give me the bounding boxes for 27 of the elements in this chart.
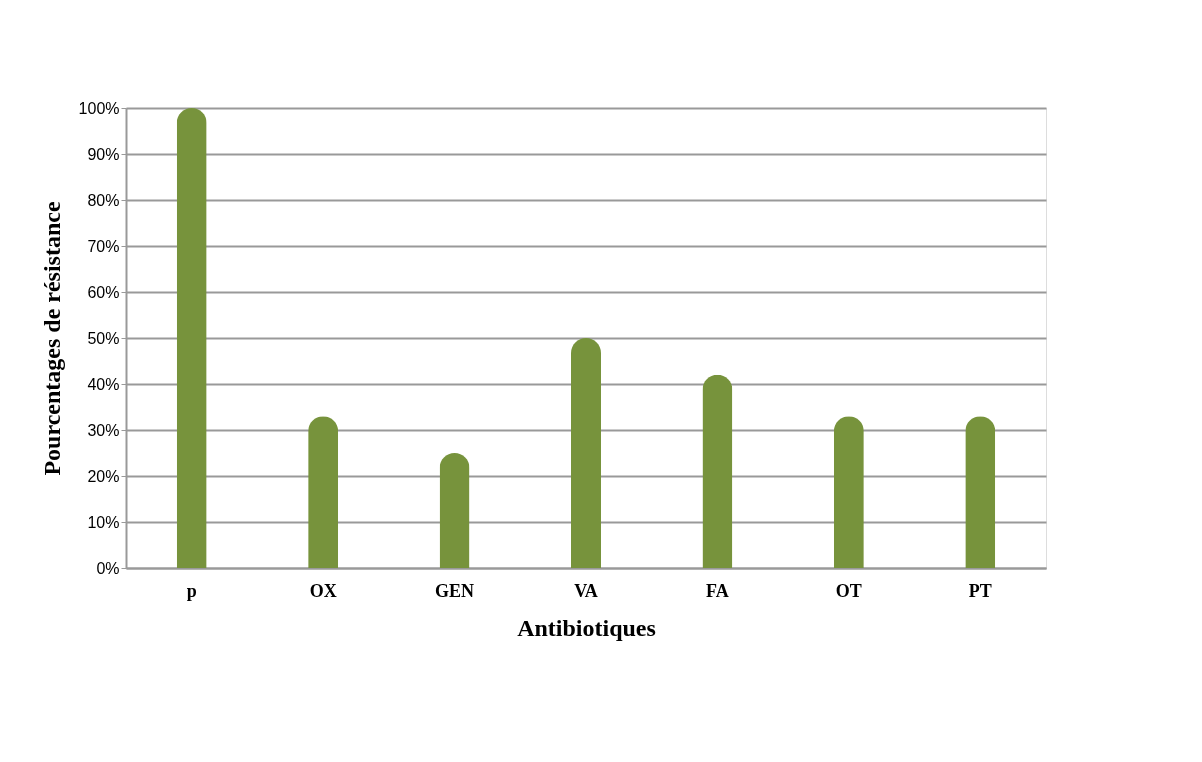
bar [833, 416, 864, 568]
bar [702, 374, 733, 568]
y-tick-label: 100% [78, 99, 120, 117]
bar [965, 416, 996, 568]
x-axis-title: Antibiotiques [517, 614, 656, 641]
x-tick-label: FA [706, 580, 729, 601]
x-tick-label: OT [835, 580, 862, 601]
bar [571, 338, 601, 568]
y-tick-label: 10% [87, 513, 120, 531]
y-tick-label: 0% [96, 559, 120, 577]
y-tick-label: 40% [87, 375, 120, 393]
y-tick-label: 80% [87, 191, 120, 209]
bar [176, 108, 207, 568]
x-tick-label: GEN [435, 580, 475, 601]
y-tick-label: 30% [87, 421, 120, 439]
y-tick-label: 50% [87, 329, 120, 347]
y-tick-label: 70% [87, 237, 120, 255]
x-tick-label: OX [309, 580, 337, 601]
bar [439, 453, 470, 568]
x-tick-label: PT [968, 580, 992, 601]
x-tick-label: VA [574, 580, 598, 601]
y-axis-title: Pourcentages de résistance [38, 201, 65, 476]
bar [308, 416, 339, 568]
y-tick-label: 20% [87, 467, 120, 485]
y-tick-label: 60% [87, 283, 120, 301]
y-tick-label: 90% [87, 145, 120, 163]
x-tick-label: p [186, 580, 197, 601]
